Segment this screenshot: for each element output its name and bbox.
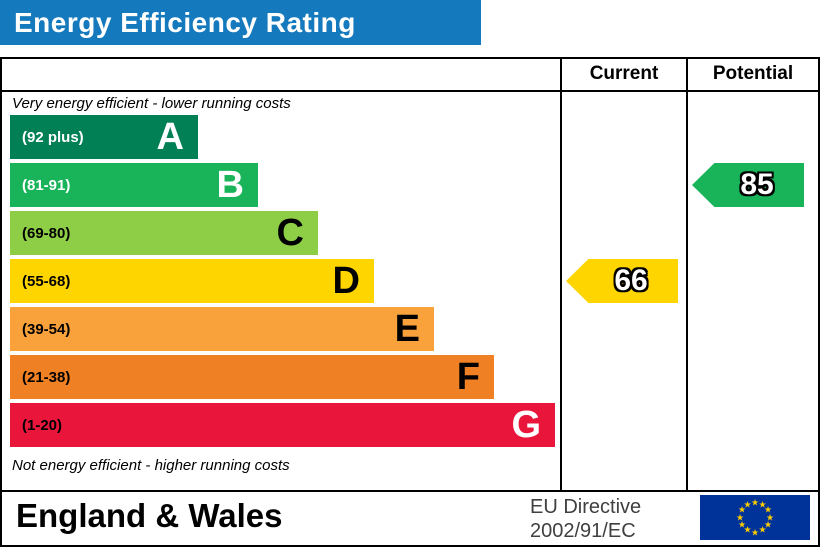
eu-flag-star: ★ [737, 504, 747, 515]
band-range-label: (39-54) [22, 320, 71, 338]
eu-flag-star: ★ [763, 519, 773, 530]
band-range-label: (69-80) [22, 224, 71, 242]
band-range-label: (21-38) [22, 368, 71, 386]
rating-band-bar-b: (81-91) B [10, 163, 258, 207]
potential-arrow-shape: 85 [692, 163, 804, 207]
current-rating-value: 66 [614, 264, 648, 297]
eu-flag-star: ★ [758, 499, 767, 509]
current-column-divider [560, 59, 562, 490]
header-separator-line [2, 90, 818, 92]
rating-bands: (92 plus) A (81-91) B (69-80) C (55-68) D (39-54… [10, 115, 558, 451]
title-bar: Energy Efficiency Rating [0, 0, 481, 45]
potential-rating-arrow: 85 [692, 163, 804, 207]
eu-flag-star: ★ [737, 519, 747, 530]
rating-band-b: (81-91) B [10, 163, 558, 207]
band-range-label: (55-68) [22, 272, 71, 290]
eu-flag-star: ★ [763, 504, 773, 515]
band-letter: F [456, 356, 480, 398]
eu-directive-label: EU Directive 2002/91/EC [530, 495, 641, 543]
rating-band-bar-g: (1-20) G [10, 403, 555, 447]
band-letter: E [394, 308, 420, 350]
rating-band-bar-d: (55-68) D [10, 259, 374, 303]
rating-band-a: (92 plus) A [10, 115, 558, 159]
rating-band-bar-c: (69-80) C [10, 211, 318, 255]
rating-band-bar-a: (92 plus) A [10, 115, 198, 159]
current-arrow-shape: 66 [566, 259, 678, 303]
current-rating-arrow: 66 [566, 259, 678, 303]
eu-flag-star: ★ [750, 527, 760, 537]
eu-flag-star: ★ [758, 524, 767, 535]
rating-band-c: (69-80) C [10, 211, 558, 255]
band-letter: D [332, 260, 360, 302]
rating-band-f: (21-38) F [10, 355, 558, 399]
potential-column-divider [686, 59, 688, 490]
eu-directive-line2: 2002/91/EC [530, 520, 636, 542]
eu-flag-icon: ★ ★ ★ ★ ★ ★ ★ ★ ★ ★ ★ ★ [700, 495, 810, 540]
rating-band-e: (39-54) E [10, 307, 558, 351]
eu-flag-star: ★ [765, 512, 775, 522]
potential-column-header: Potential [712, 63, 794, 84]
potential-rating-value: 85 [740, 168, 774, 201]
rating-band-g: (1-20) G [10, 403, 558, 447]
eu-flag-star: ★ [750, 497, 760, 507]
band-range-label: (1-20) [22, 416, 63, 434]
rating-table: Current Potential Very energy efficient … [0, 57, 820, 547]
chart-title: Energy Efficiency Rating [14, 6, 356, 38]
band-letter: C [276, 212, 304, 254]
eu-flag-star: ★ [743, 499, 752, 509]
bottom-note: Not energy efficient - higher running co… [12, 457, 290, 474]
footer-separator-line [2, 490, 818, 492]
eu-flag-star: ★ [735, 512, 745, 522]
eu-directive-line1: EU Directive [530, 496, 642, 518]
rating-band-d: (55-68) D [10, 259, 558, 303]
top-note: Very energy efficient - lower running co… [12, 95, 291, 112]
band-range-label: (92 plus) [22, 128, 84, 146]
footer: England & Wales EU Directive 2002/91/EC … [2, 492, 818, 545]
rating-band-bar-f: (21-38) F [10, 355, 494, 399]
band-range-label: (81-91) [22, 176, 71, 194]
current-column-header: Current [589, 63, 659, 84]
region-label: England & Wales [16, 497, 283, 534]
band-letter: B [216, 164, 244, 206]
eu-flag-star: ★ [743, 524, 752, 535]
band-letter: A [156, 116, 184, 158]
band-letter: G [511, 404, 541, 446]
rating-band-bar-e: (39-54) E [10, 307, 434, 351]
